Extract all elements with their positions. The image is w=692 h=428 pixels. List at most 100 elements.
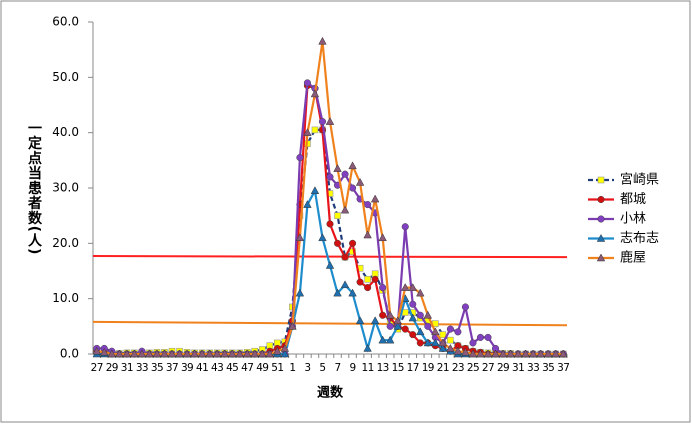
x-tick-label: 39 — [181, 362, 193, 374]
marker — [498, 349, 508, 358]
y-tick-label: 60.0 — [52, 15, 79, 29]
x-tick-label: 37 — [166, 362, 178, 374]
marker — [363, 343, 372, 352]
marker — [385, 335, 395, 344]
reference-line — [92, 255, 568, 259]
marker — [310, 89, 320, 98]
marker — [423, 338, 433, 347]
x-tick-label: 7 — [334, 362, 340, 374]
marker — [408, 283, 417, 291]
marker — [160, 349, 169, 358]
marker — [303, 200, 312, 208]
legend-label: 都城 — [620, 192, 646, 207]
marker — [370, 194, 380, 203]
x-tick-label: 3 — [304, 362, 310, 374]
x-tick-label: 11 — [362, 362, 374, 374]
legend-marker — [597, 215, 605, 223]
marker — [340, 280, 350, 289]
marker — [364, 201, 372, 209]
marker — [416, 339, 424, 347]
marker — [122, 349, 132, 358]
marker — [333, 239, 342, 247]
marker — [461, 347, 470, 356]
marker — [175, 349, 184, 358]
legend-marker — [596, 233, 606, 242]
marker — [100, 347, 109, 356]
x-tick-label: 33 — [527, 362, 539, 374]
x-tick-label: 51 — [271, 362, 283, 374]
y-tick-label: 50.0 — [52, 70, 79, 84]
marker — [303, 79, 311, 87]
y-tick-label: 40.0 — [52, 125, 79, 139]
marker — [521, 349, 530, 358]
marker — [258, 349, 267, 358]
legend-marker — [596, 253, 606, 262]
y-tick-label: 0.0 — [60, 347, 79, 361]
x-tick-label: 37 — [557, 362, 569, 374]
marker — [401, 325, 409, 333]
marker — [401, 223, 409, 231]
x-tick-label: 35 — [542, 362, 554, 374]
marker — [423, 310, 433, 319]
marker — [197, 349, 207, 358]
marker — [182, 349, 192, 358]
legend-marker — [597, 176, 605, 184]
x-tick-label: 21 — [437, 362, 449, 374]
x-tick-label: 33 — [136, 362, 148, 374]
marker — [318, 118, 327, 126]
marker — [370, 316, 380, 325]
marker — [491, 349, 500, 358]
marker — [476, 349, 485, 358]
marker — [265, 349, 275, 358]
marker — [295, 233, 305, 242]
marker — [559, 349, 568, 358]
marker — [137, 349, 147, 358]
marker — [446, 343, 455, 352]
marker — [356, 278, 364, 286]
marker — [409, 300, 417, 308]
x-tick-label: 43 — [211, 362, 223, 374]
marker — [363, 230, 372, 239]
marker — [439, 331, 447, 338]
marker — [378, 233, 387, 242]
marker — [243, 349, 252, 358]
marker — [416, 311, 424, 319]
marker — [484, 333, 492, 341]
marker — [468, 349, 478, 358]
legend-marker — [597, 195, 605, 204]
marker — [416, 288, 425, 297]
marker — [92, 346, 101, 355]
marker — [438, 338, 448, 347]
marker — [152, 349, 162, 358]
x-tick-label: 27 — [91, 362, 103, 374]
legend-label: 鹿屋 — [620, 250, 646, 266]
marker — [318, 233, 327, 242]
marker — [528, 349, 538, 358]
marker — [115, 349, 124, 358]
marker — [288, 321, 297, 330]
marker — [364, 284, 372, 292]
marker — [469, 339, 477, 347]
marker — [250, 349, 259, 358]
x-tick-label: 31 — [121, 362, 133, 374]
marker — [296, 154, 304, 162]
marker — [318, 36, 327, 45]
marker — [453, 346, 463, 355]
x-tick-label: 17 — [407, 362, 419, 374]
legend-label: 志布志 — [620, 231, 659, 246]
marker — [227, 349, 237, 358]
marker — [326, 220, 334, 228]
marker — [393, 316, 402, 325]
marker — [235, 349, 244, 358]
marker — [409, 331, 417, 339]
marker — [408, 313, 417, 322]
marker — [348, 161, 357, 170]
marker — [325, 117, 335, 125]
marker — [334, 212, 341, 219]
marker — [446, 325, 454, 333]
marker — [424, 322, 432, 330]
marker — [107, 349, 117, 358]
marker — [280, 349, 290, 358]
x-tick-label: 1 — [289, 362, 295, 374]
